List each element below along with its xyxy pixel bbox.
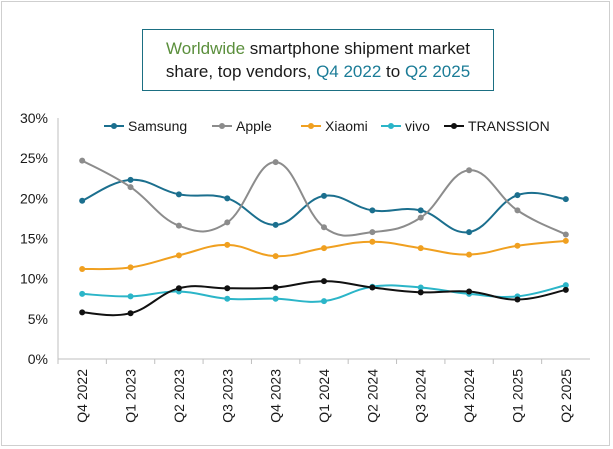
data-point-transsion: [79, 309, 86, 316]
legend-marker-transsion: [451, 123, 457, 129]
data-point-apple: [127, 184, 134, 191]
data-point-samsung: [321, 192, 327, 199]
data-point-xiaomi: [562, 237, 569, 244]
data-point-apple: [562, 231, 569, 238]
data-point-transsion: [466, 288, 473, 295]
data-point-vivo: [224, 295, 231, 302]
y-tick-label: 15%: [20, 231, 48, 247]
data-point-apple: [466, 167, 473, 174]
title-part-end: Q2 2025: [404, 62, 471, 81]
data-point-xiaomi: [79, 266, 86, 273]
data-point-apple: [272, 159, 279, 166]
data-point-vivo: [562, 282, 569, 289]
data-point-vivo: [272, 295, 279, 302]
y-tick-label: 25%: [20, 150, 48, 166]
x-tick-label: Q1 2023: [123, 369, 139, 423]
legend-marker-vivo: [388, 123, 394, 129]
data-point-transsion: [224, 285, 231, 292]
data-point-samsung: [466, 229, 473, 236]
data-point-xiaomi: [224, 241, 231, 248]
data-point-apple: [417, 214, 424, 221]
data-point-vivo: [417, 284, 424, 291]
data-point-samsung: [514, 192, 521, 199]
data-point-transsion: [175, 285, 182, 292]
y-tick-label: 30%: [20, 110, 48, 126]
data-point-xiaomi: [272, 253, 279, 260]
x-tick-label: Q4 2022: [74, 369, 90, 423]
data-point-transsion: [127, 310, 134, 317]
data-point-xiaomi: [514, 242, 521, 249]
x-tick-label: Q1 2024: [316, 369, 332, 423]
title-part-share: share, top vendors,: [165, 62, 317, 81]
title-part-main: smartphone shipment market: [245, 39, 470, 58]
title-part-to: to: [381, 62, 405, 81]
data-point-transsion: [272, 284, 279, 291]
data-point-xiaomi: [175, 252, 182, 259]
data-point-samsung: [175, 191, 182, 198]
data-point-apple: [224, 219, 231, 226]
y-tick-label: 20%: [20, 190, 48, 206]
data-point-transsion: [514, 296, 521, 303]
data-point-vivo: [79, 290, 86, 297]
legend-marker-samsung: [111, 123, 117, 129]
data-point-samsung: [272, 221, 279, 228]
data-point-xiaomi: [369, 238, 376, 245]
y-tick-label: 0%: [28, 351, 48, 367]
data-point-transsion: [417, 289, 424, 296]
data-point-apple: [175, 222, 182, 229]
data-point-xiaomi: [127, 264, 134, 271]
legend-label-apple: Apple: [236, 118, 272, 134]
data-point-apple: [514, 207, 521, 214]
data-point-samsung: [562, 196, 569, 203]
series-line-apple: [81, 159, 567, 237]
legend-label-transsion: TRANSSION: [468, 118, 550, 134]
data-point-transsion: [369, 284, 376, 291]
legend-marker-apple: [219, 123, 225, 129]
legend-marker-xiaomi: [308, 123, 314, 129]
data-point-xiaomi: [466, 251, 473, 258]
chart-title: Worldwide smartphone shipment market sha…: [142, 29, 494, 91]
x-tick-label: Q2 2025: [558, 369, 574, 423]
y-tick-label: 10%: [20, 271, 48, 287]
x-tick-label: Q4 2023: [268, 369, 284, 423]
data-point-transsion: [562, 286, 569, 293]
data-point-transsion: [321, 278, 327, 285]
legend-label-samsung: Samsung: [128, 118, 187, 134]
x-tick-label: Q2 2023: [171, 369, 187, 423]
data-point-samsung: [224, 195, 231, 202]
x-tick-label: Q2 2024: [364, 369, 380, 423]
data-point-apple: [79, 157, 86, 164]
data-point-vivo: [321, 298, 327, 305]
data-point-samsung: [417, 207, 424, 214]
legend-label-vivo: vivo: [405, 118, 430, 134]
title-part-worldwide: Worldwide: [166, 39, 246, 58]
series-line-transsion: [82, 280, 567, 317]
data-point-vivo: [127, 293, 134, 300]
data-point-xiaomi: [417, 245, 424, 252]
x-tick-label: Q4 2024: [461, 369, 477, 423]
data-point-samsung: [127, 176, 134, 183]
x-tick-label: Q3 2023: [219, 369, 235, 423]
data-point-samsung: [369, 207, 376, 214]
x-tick-label: Q3 2024: [413, 369, 429, 423]
data-point-apple: [321, 224, 327, 231]
x-tick-label: Q1 2025: [509, 369, 525, 423]
data-point-apple: [369, 229, 376, 236]
legend-label-xiaomi: Xiaomi: [325, 118, 368, 134]
data-point-samsung: [79, 197, 86, 204]
y-tick-label: 5%: [28, 311, 48, 327]
title-part-start: Q4 2022: [316, 62, 382, 81]
data-point-xiaomi: [321, 245, 327, 252]
